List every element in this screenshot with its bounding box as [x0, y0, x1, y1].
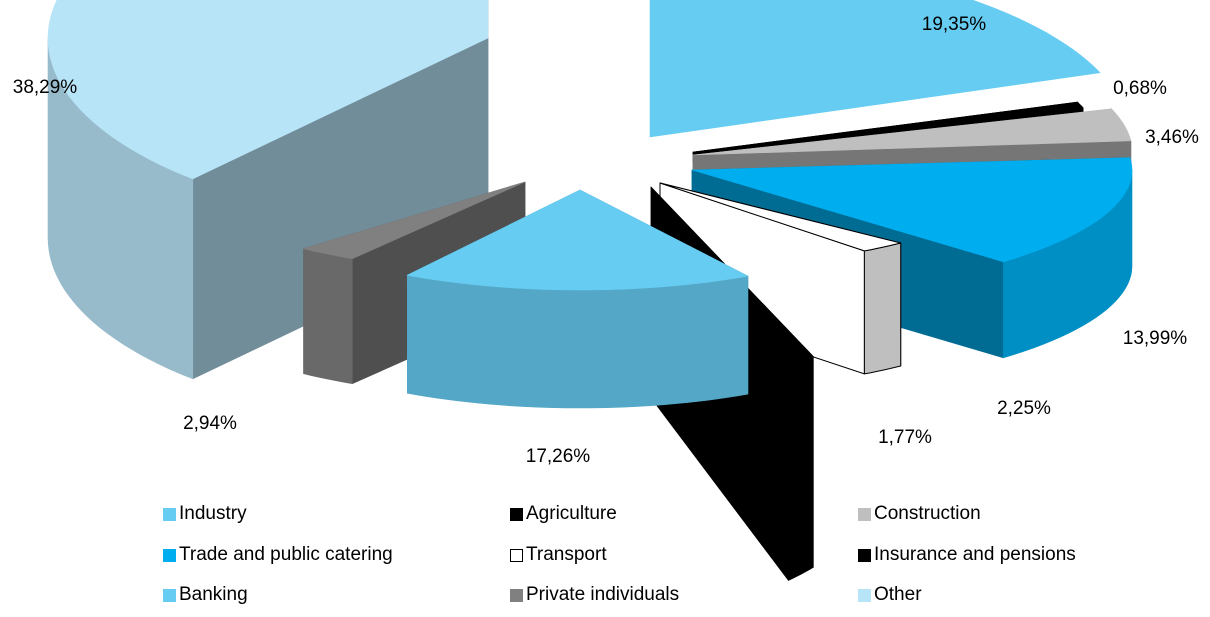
data-label-construction: 3,46%	[1145, 127, 1199, 148]
data-label-private-individuals: 2,94%	[183, 413, 237, 434]
slice-rim	[304, 249, 353, 384]
data-label-insurance-and-pensions: 1,77%	[878, 427, 932, 448]
data-label-trade-and-public-catering: 13,99%	[1123, 328, 1188, 349]
data-label-agriculture: 0,68%	[1113, 78, 1167, 99]
slice-rim	[864, 243, 900, 374]
data-label-industry: 19,35%	[922, 14, 987, 35]
data-label-banking: 17,26%	[526, 446, 591, 467]
data-label-transport: 2,25%	[997, 398, 1051, 419]
data-label-other: 38,29%	[13, 77, 78, 98]
slice-rim	[407, 275, 748, 408]
slice-rim	[788, 356, 813, 580]
